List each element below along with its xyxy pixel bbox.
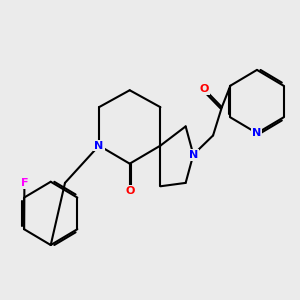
Text: O: O — [200, 84, 209, 94]
Text: N: N — [94, 141, 103, 151]
Text: F: F — [21, 178, 28, 188]
Text: N: N — [189, 150, 198, 160]
Text: O: O — [125, 186, 134, 196]
Text: N: N — [252, 128, 262, 138]
